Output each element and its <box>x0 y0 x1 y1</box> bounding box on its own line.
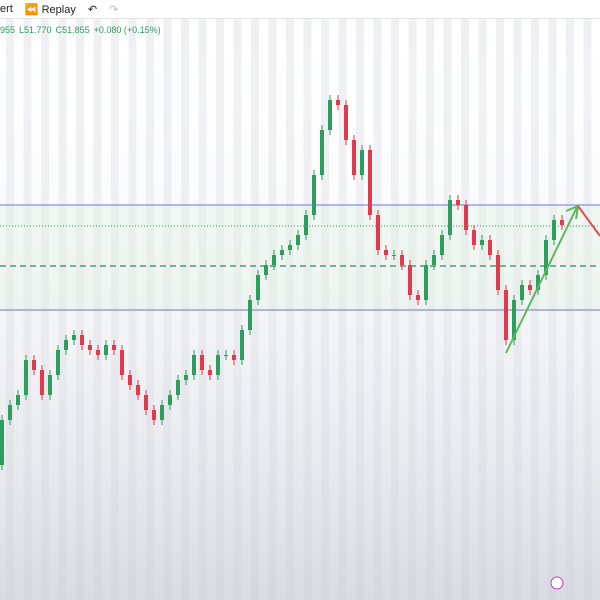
candle-body <box>288 245 292 250</box>
candle-body <box>96 350 100 355</box>
toolbar-item[interactable]: ert <box>0 3 13 15</box>
candle-body <box>448 200 452 235</box>
candle-body <box>320 130 324 175</box>
candle-body <box>8 405 12 420</box>
candle-body <box>352 140 356 175</box>
candle-body <box>216 355 220 375</box>
candle-body <box>384 250 388 255</box>
candle-body <box>80 335 84 345</box>
candle-body <box>552 220 556 240</box>
replay-label[interactable]: Replay <box>41 3 76 16</box>
redo-button[interactable]: ↷ <box>109 3 119 16</box>
low-value: L51.770 <box>19 25 52 35</box>
candle-body <box>120 350 124 375</box>
candle-body <box>88 345 92 350</box>
candle-body <box>32 360 36 370</box>
open-value: 955 <box>0 25 16 35</box>
candle-body <box>456 200 460 205</box>
candle-body <box>336 100 340 105</box>
candle-body <box>40 370 44 395</box>
candle-body <box>528 285 532 290</box>
candle-body <box>136 385 140 395</box>
candle-body <box>0 420 4 465</box>
toolbar: ert ⏪ Replay ↶ ↷ <box>0 0 600 19</box>
candle-body <box>72 335 76 340</box>
candle-body <box>64 340 68 350</box>
candle-body <box>280 250 284 255</box>
candle-body <box>480 240 484 245</box>
candle-body <box>408 265 412 295</box>
candle-body <box>192 355 196 375</box>
candle-body <box>176 380 180 395</box>
candle-body <box>240 330 244 360</box>
candle-body <box>16 395 20 405</box>
candle-body <box>496 255 500 290</box>
candle-body <box>368 150 372 215</box>
down-arrow <box>577 205 600 237</box>
candle-body <box>344 105 348 140</box>
ohlc-legend: 955 L51.770 C51.855 +0.080 (+0.15%) <box>0 25 161 35</box>
candle-body <box>256 275 260 300</box>
candle-body <box>232 355 236 360</box>
candle-body <box>392 255 396 256</box>
candle-body <box>160 405 164 420</box>
candle-body <box>272 255 276 265</box>
candle-body <box>248 300 252 330</box>
candle-body <box>104 345 108 355</box>
up-arrow <box>505 206 578 354</box>
undo-button[interactable]: ↶ <box>87 3 98 16</box>
candle-body <box>304 215 308 235</box>
candle-body <box>208 370 212 375</box>
candle-body <box>472 230 476 245</box>
close-value: C51.855 <box>55 25 90 35</box>
candle-body <box>56 350 60 375</box>
candle-body <box>520 285 524 300</box>
zone <box>0 205 600 310</box>
change-value: +0.080 (+0.15%) <box>93 25 161 35</box>
candle-body <box>424 265 428 300</box>
candle-body <box>24 360 28 395</box>
candle-body <box>264 265 268 275</box>
candle-body <box>296 235 300 245</box>
candle-body <box>128 375 132 385</box>
event-icon[interactable] <box>550 576 564 590</box>
candle-body <box>440 235 444 255</box>
candle-body <box>488 240 492 255</box>
candle-body <box>200 355 204 370</box>
candle-body <box>152 410 156 420</box>
replay-button[interactable]: ⏪ Replay <box>24 3 76 16</box>
candle-body <box>328 100 332 130</box>
candle-body <box>560 220 564 225</box>
candle-body <box>432 255 436 265</box>
candle-body <box>464 205 468 230</box>
candle-body <box>416 295 420 300</box>
candle-body <box>184 375 188 380</box>
candle-body <box>504 290 508 340</box>
candle-body <box>512 300 516 340</box>
candle-body <box>376 215 380 250</box>
candle-body <box>112 345 116 350</box>
candle-body <box>224 355 228 356</box>
candle-body <box>48 375 52 395</box>
candle-body <box>400 255 404 265</box>
candle-body <box>360 150 364 175</box>
candle-body <box>312 175 316 215</box>
candle-body <box>536 275 540 290</box>
candle-body <box>168 395 172 405</box>
candle-body <box>144 395 148 410</box>
candle-body <box>544 240 548 275</box>
